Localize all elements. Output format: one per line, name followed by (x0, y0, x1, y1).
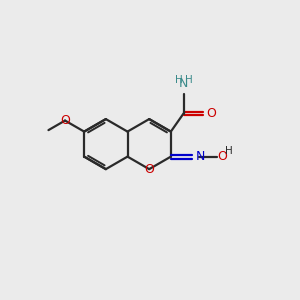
Text: H: H (225, 146, 233, 156)
Text: N: N (179, 77, 188, 90)
Text: O: O (144, 163, 154, 176)
Text: O: O (218, 150, 227, 163)
Text: O: O (60, 114, 70, 127)
Text: O: O (206, 107, 216, 120)
Text: H: H (175, 75, 182, 85)
Text: H: H (185, 75, 192, 85)
Text: N: N (196, 150, 205, 163)
